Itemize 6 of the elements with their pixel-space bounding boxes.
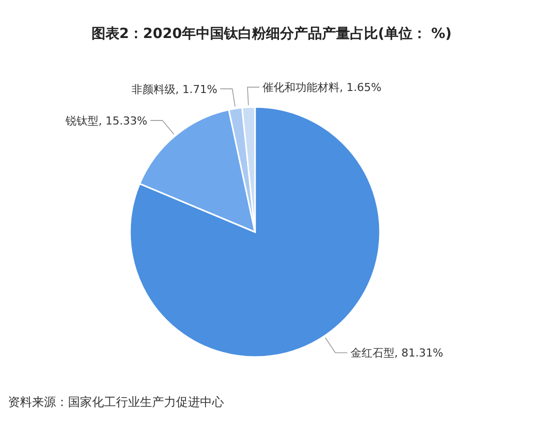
slice-label: 催化和功能材料, 1.65% — [262, 81, 382, 94]
slice-label: 锐钛型, 15.33% — [64, 114, 148, 128]
chart-title: 图表2：2020年中国钛白粉细分产品产量占比(单位： %) — [91, 25, 452, 42]
text: 资料来源：国家化工行业生产力促进中心 — [8, 395, 224, 409]
slice-label: 非颜料级, 1.71% — [131, 82, 218, 96]
slice-label: 金红石型, 81.31% — [350, 346, 444, 360]
